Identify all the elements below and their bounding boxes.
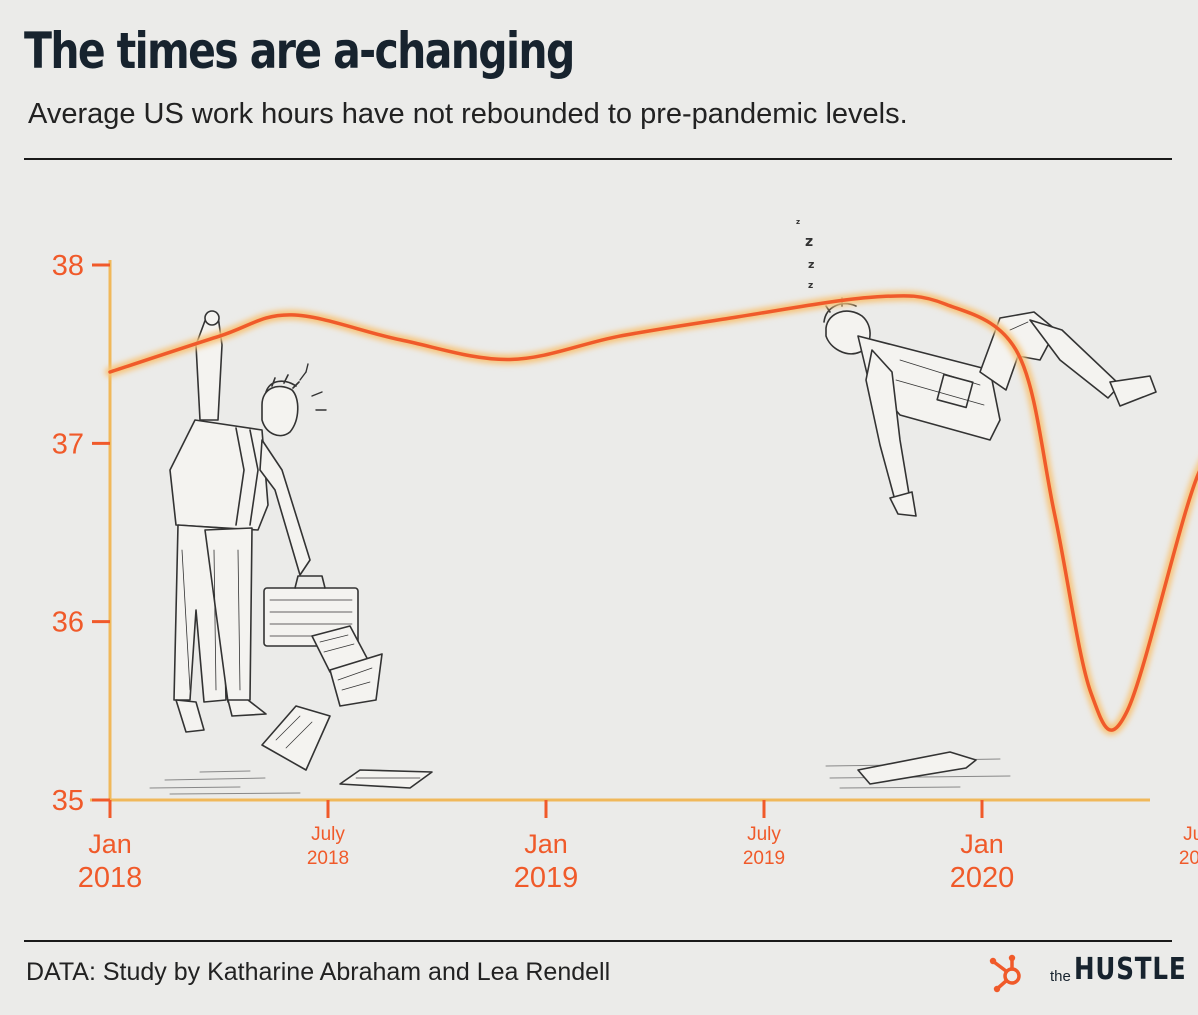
x-axis-ticks: Jan2018July2018Jan2019July2019Jan2020Jul… [78, 800, 1198, 894]
page-title: The times are a-changing [24, 22, 575, 80]
x-tick-label-line2: 2019 [743, 848, 785, 869]
brand-prefix: the [1050, 968, 1071, 985]
brand-logo: the HUSTLE [986, 952, 1186, 996]
y-tick-label: 38 [52, 250, 84, 282]
man-hanging-illustration [149, 310, 433, 795]
footer-divider [24, 940, 1172, 942]
x-tick-label-line1: July [1183, 824, 1198, 845]
data-source: DATA: Study by Katharine Abraham and Lea… [26, 958, 611, 986]
y-tick-label: 35 [52, 785, 84, 817]
hubspot-sprocket-icon [989, 954, 1021, 993]
svg-text:z: z [808, 258, 814, 271]
x-tick-label-line1: Jan [88, 829, 132, 859]
svg-text:z: z [796, 218, 800, 226]
x-tick-label-line2: 2018 [78, 862, 143, 894]
y-tick-label: 37 [52, 428, 84, 460]
x-tick-label-line2: 2020 [1179, 848, 1198, 869]
x-tick-label-line2: 2020 [950, 862, 1015, 894]
x-tick-label-line1: Jan [960, 829, 1004, 859]
x-tick-label-line1: July [311, 824, 345, 845]
series-line-glow [105, 290, 1198, 736]
x-tick-label-line2: 2019 [514, 862, 579, 894]
chart-axes [90, 260, 1150, 802]
x-tick-label-line1: July [747, 824, 781, 845]
svg-text:z: z [805, 234, 813, 250]
page-subtitle: Average US work hours have not rebounded… [28, 98, 908, 130]
brand-name: HUSTLE [1074, 952, 1187, 987]
y-axis-ticks: 35 36 37 38 [52, 250, 110, 817]
series-line [108, 294, 1198, 732]
x-tick-label-line2: 2018 [307, 848, 349, 869]
header-divider [24, 158, 1172, 160]
x-tick-label-line1: Jan [524, 829, 568, 859]
y-tick-label: 36 [52, 607, 84, 639]
svg-text:z: z [808, 281, 813, 291]
